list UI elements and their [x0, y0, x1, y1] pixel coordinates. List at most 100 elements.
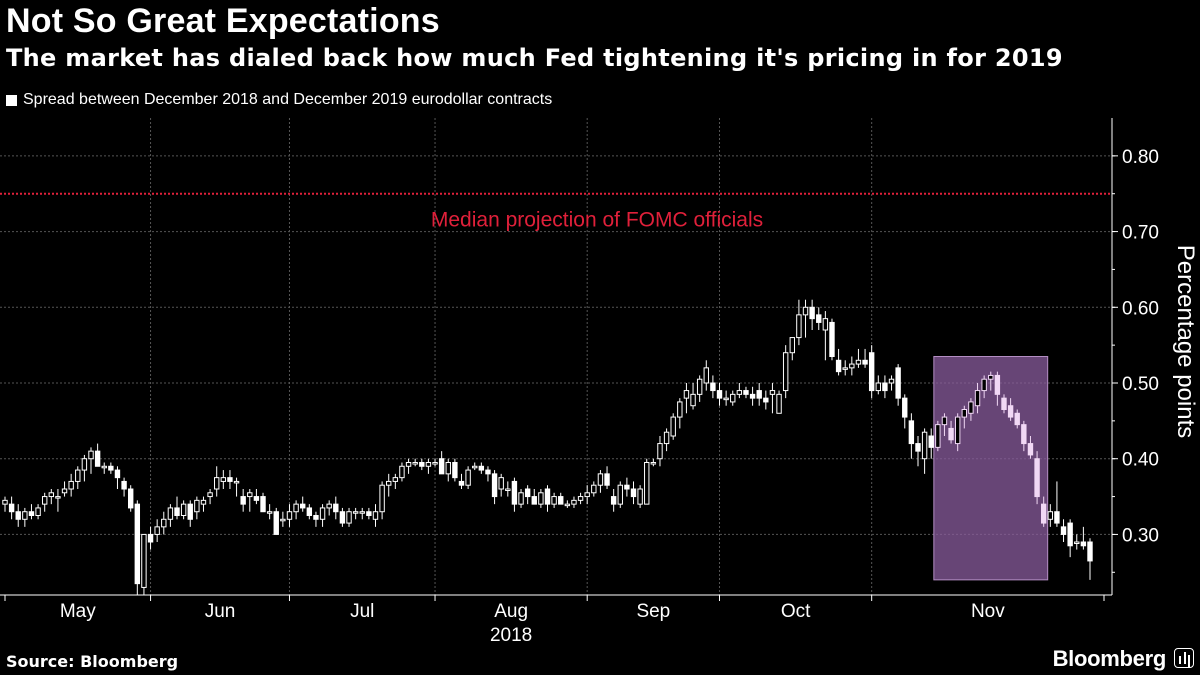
candle-body [372, 511, 379, 520]
candle-body [339, 511, 346, 524]
candle-body [1067, 522, 1073, 547]
candle-body [763, 397, 769, 403]
candle-body [604, 473, 610, 486]
candle-body [286, 511, 293, 520]
candle-body [597, 473, 604, 486]
candle-body [399, 465, 405, 479]
candle-body [200, 499, 207, 505]
candle-body [280, 518, 286, 522]
x-tick-label: May [60, 601, 96, 622]
legend-label: Spread between December 2018 and Decembe… [23, 91, 553, 108]
candle-body [1040, 503, 1047, 524]
candle-body [75, 469, 81, 482]
candle-body [227, 477, 233, 482]
candle-body [994, 374, 1001, 395]
candle-body [174, 507, 180, 516]
candle-body [1007, 405, 1014, 418]
candle-body [802, 306, 809, 316]
candle-body [677, 401, 683, 418]
terminal-icon [1174, 648, 1194, 668]
candle-body [187, 503, 193, 520]
candle-body [610, 496, 617, 505]
candle-body [346, 511, 352, 524]
candle-body [240, 496, 246, 505]
candle-body [663, 431, 670, 445]
y-tick-label: 0.50 [1122, 374, 1159, 395]
candle-body [458, 480, 465, 486]
legend: Spread between December 2018 and Decembe… [6, 91, 552, 109]
candle-body [908, 420, 915, 445]
reference-line-label: Median projection of FOMC officials [431, 209, 763, 232]
candle-body [683, 390, 690, 399]
y-tick-label: 0.70 [1122, 223, 1159, 244]
candle-body [220, 477, 227, 482]
candle-body [551, 496, 557, 505]
candle-body [419, 462, 425, 467]
x-tick-label: Oct [781, 601, 811, 622]
candle-body [1080, 541, 1087, 547]
candle-body [134, 503, 141, 585]
candle-body [974, 390, 981, 407]
candle-body [108, 465, 114, 471]
candle-body [1027, 443, 1034, 456]
candle-body [452, 462, 458, 479]
candle-body [306, 507, 313, 516]
candle-body [1021, 424, 1027, 445]
candle-body [300, 503, 306, 509]
candle-body [743, 390, 749, 395]
candle-body [730, 393, 736, 403]
y-tick-label: 0.30 [1122, 525, 1159, 546]
candle-body [214, 477, 220, 490]
candle-body [915, 443, 921, 452]
candle-body [260, 496, 266, 513]
candle-body [405, 462, 412, 467]
candle-body [359, 511, 365, 514]
candle-body [584, 492, 590, 498]
candle-body [624, 484, 630, 490]
candle-body [1001, 397, 1007, 410]
candle-body [776, 393, 782, 414]
candle-body [505, 488, 511, 491]
chart-title: Not So Great Expectations [6, 2, 440, 40]
candle-body [247, 492, 253, 498]
candle-body [22, 511, 28, 520]
y-axis-title: Percentage points [1172, 245, 1199, 438]
candle-body [88, 450, 94, 460]
reference-line-group: Median projection of FOMC officials [0, 192, 1112, 232]
candle-body [875, 382, 881, 392]
x-tick-label: Jun [205, 601, 236, 622]
candle-body [121, 480, 127, 490]
candle-body [41, 496, 48, 505]
candle-body [379, 484, 385, 513]
candle-body [167, 507, 174, 520]
candle-body [617, 484, 623, 505]
candle-body [352, 511, 359, 514]
y-tick-label: 0.40 [1122, 450, 1159, 471]
candle-body [114, 469, 121, 479]
candle-body [293, 503, 299, 513]
candle-body [981, 378, 987, 392]
candle-body [888, 378, 895, 384]
candle-body [657, 443, 663, 460]
candle-body [141, 533, 147, 588]
candle-body [531, 496, 537, 505]
candle-body [386, 480, 392, 486]
candle-body [961, 409, 967, 418]
candle-body [789, 337, 795, 354]
candle-body [366, 511, 372, 517]
candle-body [921, 431, 928, 460]
candle-body [438, 458, 445, 475]
candle-body [273, 511, 279, 535]
candle-body [544, 488, 551, 505]
candle-body [1074, 541, 1080, 544]
candle-body [902, 397, 908, 418]
candle-body [723, 397, 729, 401]
candle-body [518, 492, 524, 505]
candle-body [319, 507, 326, 520]
candle-body [895, 367, 901, 399]
candle-body [1087, 541, 1093, 562]
candle-body [941, 416, 948, 426]
y-tick-label: 0.60 [1122, 298, 1159, 319]
candle-body [161, 518, 167, 528]
